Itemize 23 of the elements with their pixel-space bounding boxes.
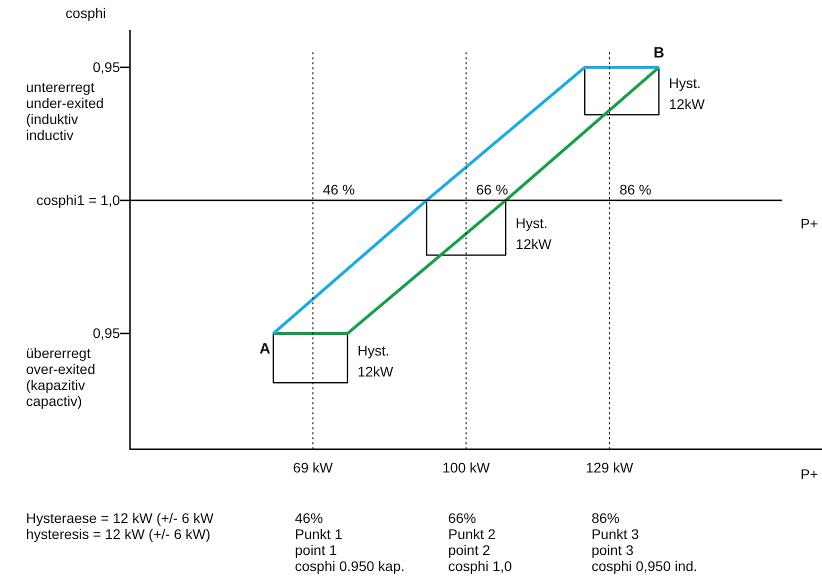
text: 86% Punkt 3 point 3 cosphi 0,950 ind. <box>591 510 698 574</box>
annotation: 86 % <box>619 181 652 198</box>
x-tick-label: 69 kW <box>293 459 334 476</box>
text: 0,95 <box>92 59 120 76</box>
annotation: 66 % <box>476 181 508 198</box>
annotation: A <box>260 340 270 358</box>
text: Hysteraese = 12 kW (+/- 6 kW hysteresis = 12 kW (+/- 6 kW) <box>26 510 214 542</box>
x-tick-label: 100 kW <box>442 459 491 476</box>
y-axis-title: cosphi <box>66 5 106 21</box>
annotation: B <box>653 44 664 62</box>
text: cosphi1 = 1,0 <box>35 192 120 208</box>
x-axis-title: P+ <box>800 466 818 482</box>
text: 66% Punkt 2 point 2 cosphi 1,0 <box>448 510 512 574</box>
annotation: Hyst. 12kW <box>516 215 552 252</box>
text: 0,95 <box>92 325 120 342</box>
x-tick-label: 129 kW <box>586 459 634 476</box>
annotation: 46 % <box>322 181 355 198</box>
annotation: Hyst. 12kW <box>668 74 706 112</box>
text: übererregt over-exited (kapazitiv capactiv) <box>26 345 96 410</box>
annotation: Hyst. 12kW <box>357 342 394 380</box>
text: 46% Punkt 1 point 1 cosphi 0.950 kap. <box>294 510 405 574</box>
text: untererregt under-exited (induktiv inductiv <box>26 79 104 144</box>
ref-line-label: P+ <box>800 215 818 232</box>
